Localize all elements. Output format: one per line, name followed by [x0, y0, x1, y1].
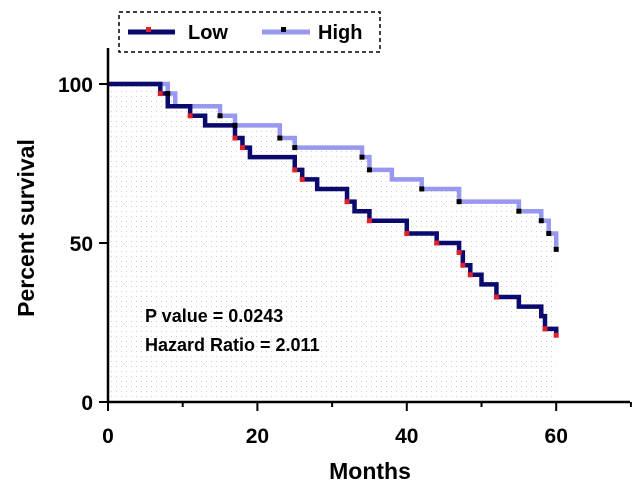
censor-mark-high-10	[538, 218, 544, 224]
y-tick-label-50: 50	[70, 233, 93, 256]
y-tick-label-0: 0	[81, 392, 93, 415]
censor-mark-high-12	[553, 246, 559, 252]
censor-mark-low-8	[404, 230, 410, 236]
censor-mark-low-15	[553, 332, 559, 338]
legend-label-low: Low	[188, 22, 228, 44]
legend: Low High	[118, 11, 381, 53]
p-value-annotation: P value = 0.0243	[145, 306, 283, 326]
censor-mark-high-8	[456, 199, 462, 205]
x-tick-label-20: 20	[246, 425, 269, 448]
censor-mark-low-10	[456, 250, 462, 256]
censor-mark-low-5	[299, 176, 305, 182]
censor-mark-low-4	[292, 167, 298, 173]
legend-label-high: High	[318, 22, 362, 44]
y-axis-title: Percent survival	[13, 139, 39, 317]
censor-mark-low-13	[493, 294, 499, 300]
confidence-shading	[108, 84, 557, 402]
hazard-ratio-annotation: Hazard Ratio = 2.011	[145, 335, 320, 355]
censor-mark-low-9	[434, 240, 440, 246]
censor-mark-high-2	[232, 122, 238, 128]
censor-mark-high-0	[165, 91, 171, 97]
censor-mark-high-4	[292, 145, 298, 151]
censor-mark-low-1	[187, 113, 193, 119]
censor-mark-low-2	[232, 135, 238, 141]
axis-ticks	[99, 83, 632, 411]
censor-mark-low-14	[542, 326, 548, 332]
censor-mark-low-12	[467, 272, 473, 278]
censor-mark-low-11	[460, 262, 466, 268]
censor-mark-high-11	[546, 230, 552, 236]
censor-mark-high-1	[217, 113, 223, 119]
censor-mark-low-3	[239, 145, 245, 151]
survival-curve-high	[108, 81, 559, 250]
censor-mark-low-7	[366, 218, 372, 224]
legend-censor-low	[146, 27, 151, 32]
x-tick-label-40: 40	[395, 425, 418, 448]
x-tick-label-60: 60	[545, 425, 568, 448]
x-tick-label-0: 0	[102, 425, 114, 448]
shading-area	[108, 84, 557, 402]
censor-mark-high-9	[516, 208, 522, 214]
censor-mark-low-0	[157, 91, 163, 97]
censor-mark-high-5	[359, 154, 365, 160]
censor-mark-high-6	[366, 167, 372, 173]
censor-marks	[157, 91, 559, 338]
legend-censor-high	[281, 27, 286, 32]
legend-box	[118, 11, 381, 53]
censor-mark-low-6	[344, 199, 350, 205]
y-tick-label-100: 100	[58, 74, 93, 97]
x-axis-title: Months	[329, 458, 411, 484]
censor-mark-high-7	[419, 186, 425, 192]
censor-mark-high-3	[277, 135, 283, 141]
